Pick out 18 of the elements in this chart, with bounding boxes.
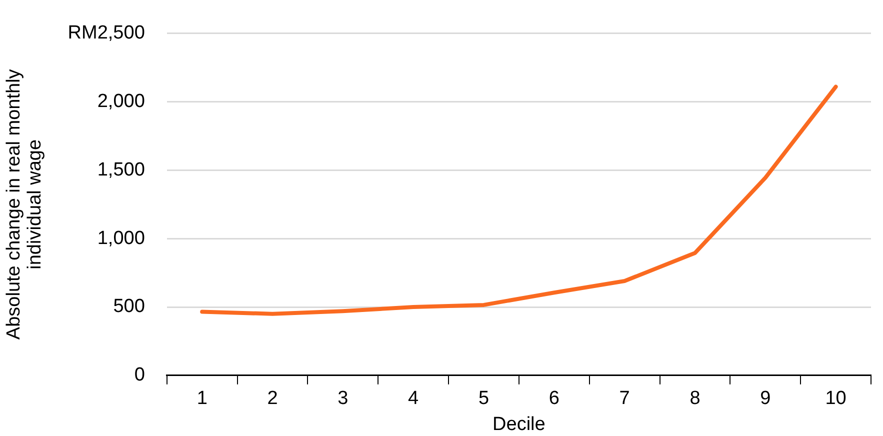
x-tick-label: 10: [825, 388, 846, 410]
y-tick-label: 0: [134, 364, 145, 386]
x-tick-label: 1: [196, 388, 208, 410]
y-tick-label: 1,000: [97, 228, 145, 249]
y-tick-label: 2,000: [97, 91, 145, 112]
x-tick-label: 6: [548, 388, 560, 410]
x-tick-label: 4: [408, 388, 420, 410]
y-tick-label: 1,500: [97, 159, 145, 180]
x-tick-label: 5: [478, 388, 490, 410]
x-tick-label: 7: [619, 388, 630, 410]
y-axis-title: Absolute change in real monthly individual wage: [4, 68, 46, 340]
x-tick-label: 2: [267, 388, 278, 410]
x-tick-label: 8: [690, 388, 700, 410]
y-tick-label: 500: [113, 296, 145, 318]
y-tick-label: RM2,500: [68, 22, 145, 44]
x-tick-label: 3: [338, 388, 348, 410]
x-tick-label: 9: [760, 388, 771, 410]
x-axis-title: Decile: [492, 414, 546, 435]
